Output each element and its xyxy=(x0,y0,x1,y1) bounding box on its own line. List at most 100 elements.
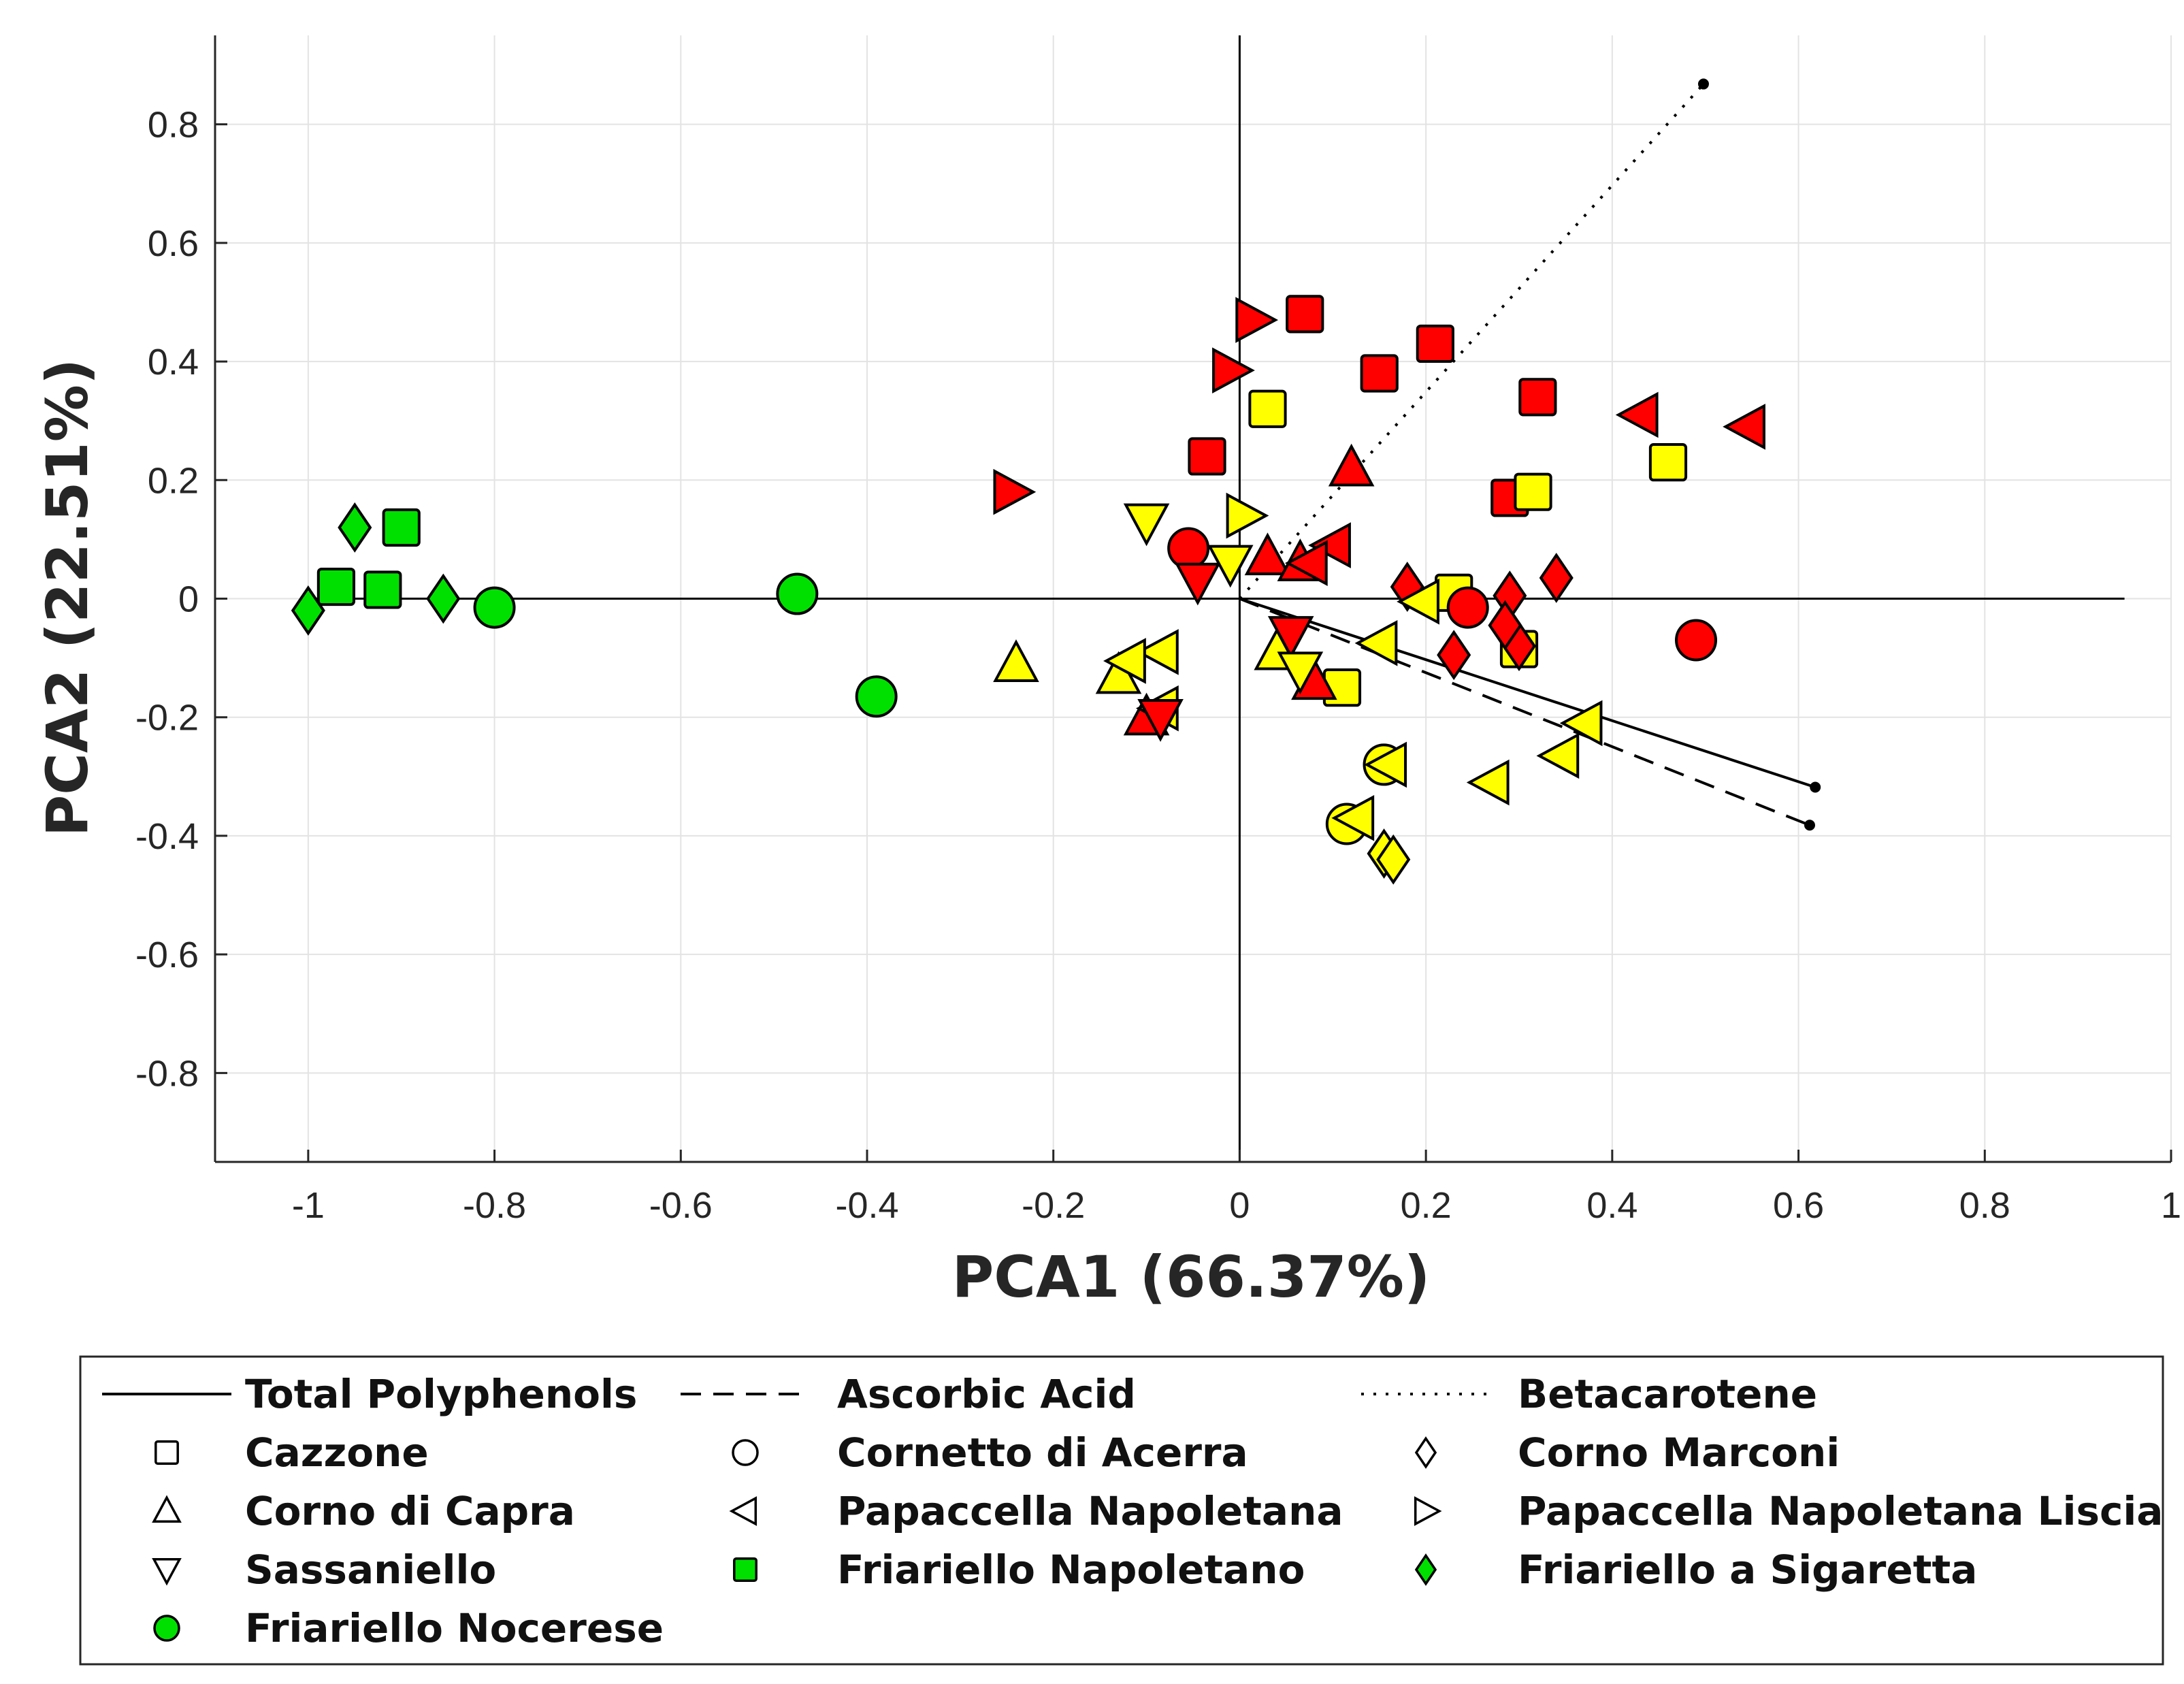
x-tick-label: 0.2 xyxy=(1401,1185,1452,1226)
papaccella-napoletana-point xyxy=(1466,759,1510,806)
cornetto-di-acerra-point xyxy=(1675,619,1718,662)
cazzone-point xyxy=(1416,324,1454,363)
corno-marconi-point xyxy=(1488,600,1522,651)
friariello-a-sigaretta-point xyxy=(338,502,372,553)
cazzone-point xyxy=(1518,378,1557,417)
y-tick-label: -0.6 xyxy=(135,935,199,975)
papaccella-napoletana-liscia-point xyxy=(993,468,1037,515)
papaccella-napoletana-point xyxy=(1364,741,1407,788)
corno-marconi-point xyxy=(1376,834,1411,885)
legend-corno-marconi-marker xyxy=(1414,1436,1437,1469)
sassaniello-point xyxy=(1137,699,1184,742)
legend: Total Polyphenols Ascorbic Acid Betacarote… xyxy=(79,1355,2164,1666)
x-tick-label: 0.4 xyxy=(1586,1185,1637,1226)
friariello-a-sigaretta-point xyxy=(291,585,325,636)
legend-papaccella-napoletana-marker xyxy=(729,1496,757,1526)
betacarotene-vector xyxy=(1238,83,1705,600)
legend-friariello-napoletano-label: Friariello Napoletano xyxy=(837,1547,1305,1593)
legend-corno-di-capra-label: Corno di Capra xyxy=(245,1488,575,1534)
friariello-napoletano-point xyxy=(382,508,421,547)
friariello-napoletano-point xyxy=(363,570,402,609)
legend-friariello-nocerese-marker xyxy=(153,1615,180,1642)
friariello-nocerese-point xyxy=(855,675,898,718)
legend-sassaniello-marker xyxy=(152,1557,182,1586)
sassaniello-point xyxy=(1123,503,1170,547)
x-tick-label: -0.6 xyxy=(649,1185,713,1226)
legend-papaccella-napoletana-liscia-marker xyxy=(1414,1496,1442,1526)
legend-cazzone-label: Cazzone xyxy=(245,1429,429,1476)
papaccella-napoletana-point xyxy=(1308,522,1351,568)
friariello-napoletano-point xyxy=(316,567,356,606)
ascorbic-acid-vector xyxy=(1239,597,1810,827)
papaccella-napoletana-point xyxy=(1331,794,1375,841)
legend-total-polyphenols-label: Total Polyphenols xyxy=(245,1371,637,1417)
papaccella-napoletana-liscia-point xyxy=(1235,297,1279,343)
cazzone-point xyxy=(1514,472,1552,511)
papaccella-napoletana-point xyxy=(1536,732,1580,779)
papaccella-napoletana-point xyxy=(1284,540,1328,587)
sassaniello-point xyxy=(1175,562,1221,606)
sassaniello-point xyxy=(1267,616,1314,659)
papaccella-napoletana-point xyxy=(1615,391,1659,438)
legend-corno-di-capra-marker xyxy=(152,1495,182,1523)
x-axis-label: PCA1 (66.37%) xyxy=(952,1244,1431,1310)
sassaniello-point xyxy=(1277,651,1324,695)
legend-friariello-napoletano-marker xyxy=(733,1557,757,1582)
x-tick-label: -1 xyxy=(292,1185,325,1226)
sassaniello-point xyxy=(1207,545,1254,588)
y-tick-label: 0 xyxy=(178,579,199,620)
cornetto-di-acerra-point xyxy=(1167,527,1210,570)
x-tick-label: 0 xyxy=(1229,1185,1250,1226)
legend-ascorbic-acid-label: Ascorbic Acid xyxy=(837,1371,1136,1417)
x-tick-label: 0.6 xyxy=(1773,1185,1824,1226)
papaccella-napoletana-point xyxy=(1397,579,1439,625)
cazzone-point xyxy=(1286,295,1324,334)
legend-papaccella-napoletana-liscia-label: Papaccella Napoletana Liscia xyxy=(1518,1488,2163,1534)
legend-corno-marconi-label: Corno Marconi xyxy=(1518,1429,1840,1476)
ascorbic-acid-vector-tip xyxy=(1804,820,1815,831)
y-tick-label: -0.4 xyxy=(135,816,199,857)
x-tick-label: -0.4 xyxy=(835,1185,898,1226)
x-tick-label: 1 xyxy=(2161,1185,2181,1226)
friariello-a-sigaretta-point xyxy=(426,573,461,624)
legend-papaccella-napoletana-label: Papaccella Napoletana xyxy=(837,1488,1343,1534)
friariello-nocerese-point xyxy=(776,572,819,615)
y-tick-label: 0.4 xyxy=(148,342,199,383)
betacarotene-vector-tip xyxy=(1697,78,1709,90)
y-tick-label: 0.8 xyxy=(148,105,199,146)
y-axis-label: PCA2 (22.51%) xyxy=(34,359,101,837)
legend-cornetto-di-acerra-marker xyxy=(732,1439,759,1466)
legend-sassaniello-label: Sassaniello xyxy=(245,1547,496,1593)
corno-marconi-point xyxy=(1539,553,1574,603)
y-tick-label: 0.6 xyxy=(148,223,199,264)
y-tick-label: 0.2 xyxy=(148,460,199,501)
y-tick-labels: -0.8 -0.6 -0.4 -0.2 0 0.2 0.4 0.6 0.8 xyxy=(135,105,227,1094)
cornetto-di-acerra-point xyxy=(1446,586,1489,629)
legend-box xyxy=(79,1355,2164,1666)
papaccella-napoletana-point xyxy=(1354,620,1398,666)
papaccella-napoletana-point xyxy=(1559,700,1603,747)
y-tick-label: -0.2 xyxy=(135,698,199,739)
cazzone-point xyxy=(1360,354,1399,393)
scatter-points xyxy=(291,295,1765,885)
papaccella-napoletana-point xyxy=(1135,629,1179,675)
x-tick-labels: -1 -0.8 -0.6 -0.4 -0.2 0 0.2 0.4 0.6 0.8 1 xyxy=(292,1150,2181,1226)
x-tick-label: -0.8 xyxy=(463,1185,526,1226)
legend-betacarotene-label: Betacarotene xyxy=(1518,1371,1817,1417)
cazzone-point xyxy=(1248,389,1287,428)
corno-di-capra-point xyxy=(993,639,1039,682)
legend-friariello-a-sigaretta-label: Friariello a Sigaretta xyxy=(1518,1547,1977,1593)
corno-di-capra-point xyxy=(1244,532,1291,576)
loading-vectors xyxy=(1238,78,1821,831)
x-tick-label: 0.8 xyxy=(1959,1185,2010,1226)
papaccella-napoletana-liscia-point xyxy=(1212,347,1255,393)
total-polyphenols-vector-tip xyxy=(1810,781,1821,793)
y-tick-label: -0.8 xyxy=(135,1053,199,1094)
legend-friariello-a-sigaretta-marker xyxy=(1414,1553,1437,1586)
total-polyphenols-vector xyxy=(1239,597,1816,789)
friariello-nocerese-point xyxy=(473,586,516,629)
legend-cazzone-marker xyxy=(154,1440,179,1465)
corno-di-capra-point xyxy=(1328,443,1375,487)
corno-marconi-point xyxy=(1437,630,1471,681)
